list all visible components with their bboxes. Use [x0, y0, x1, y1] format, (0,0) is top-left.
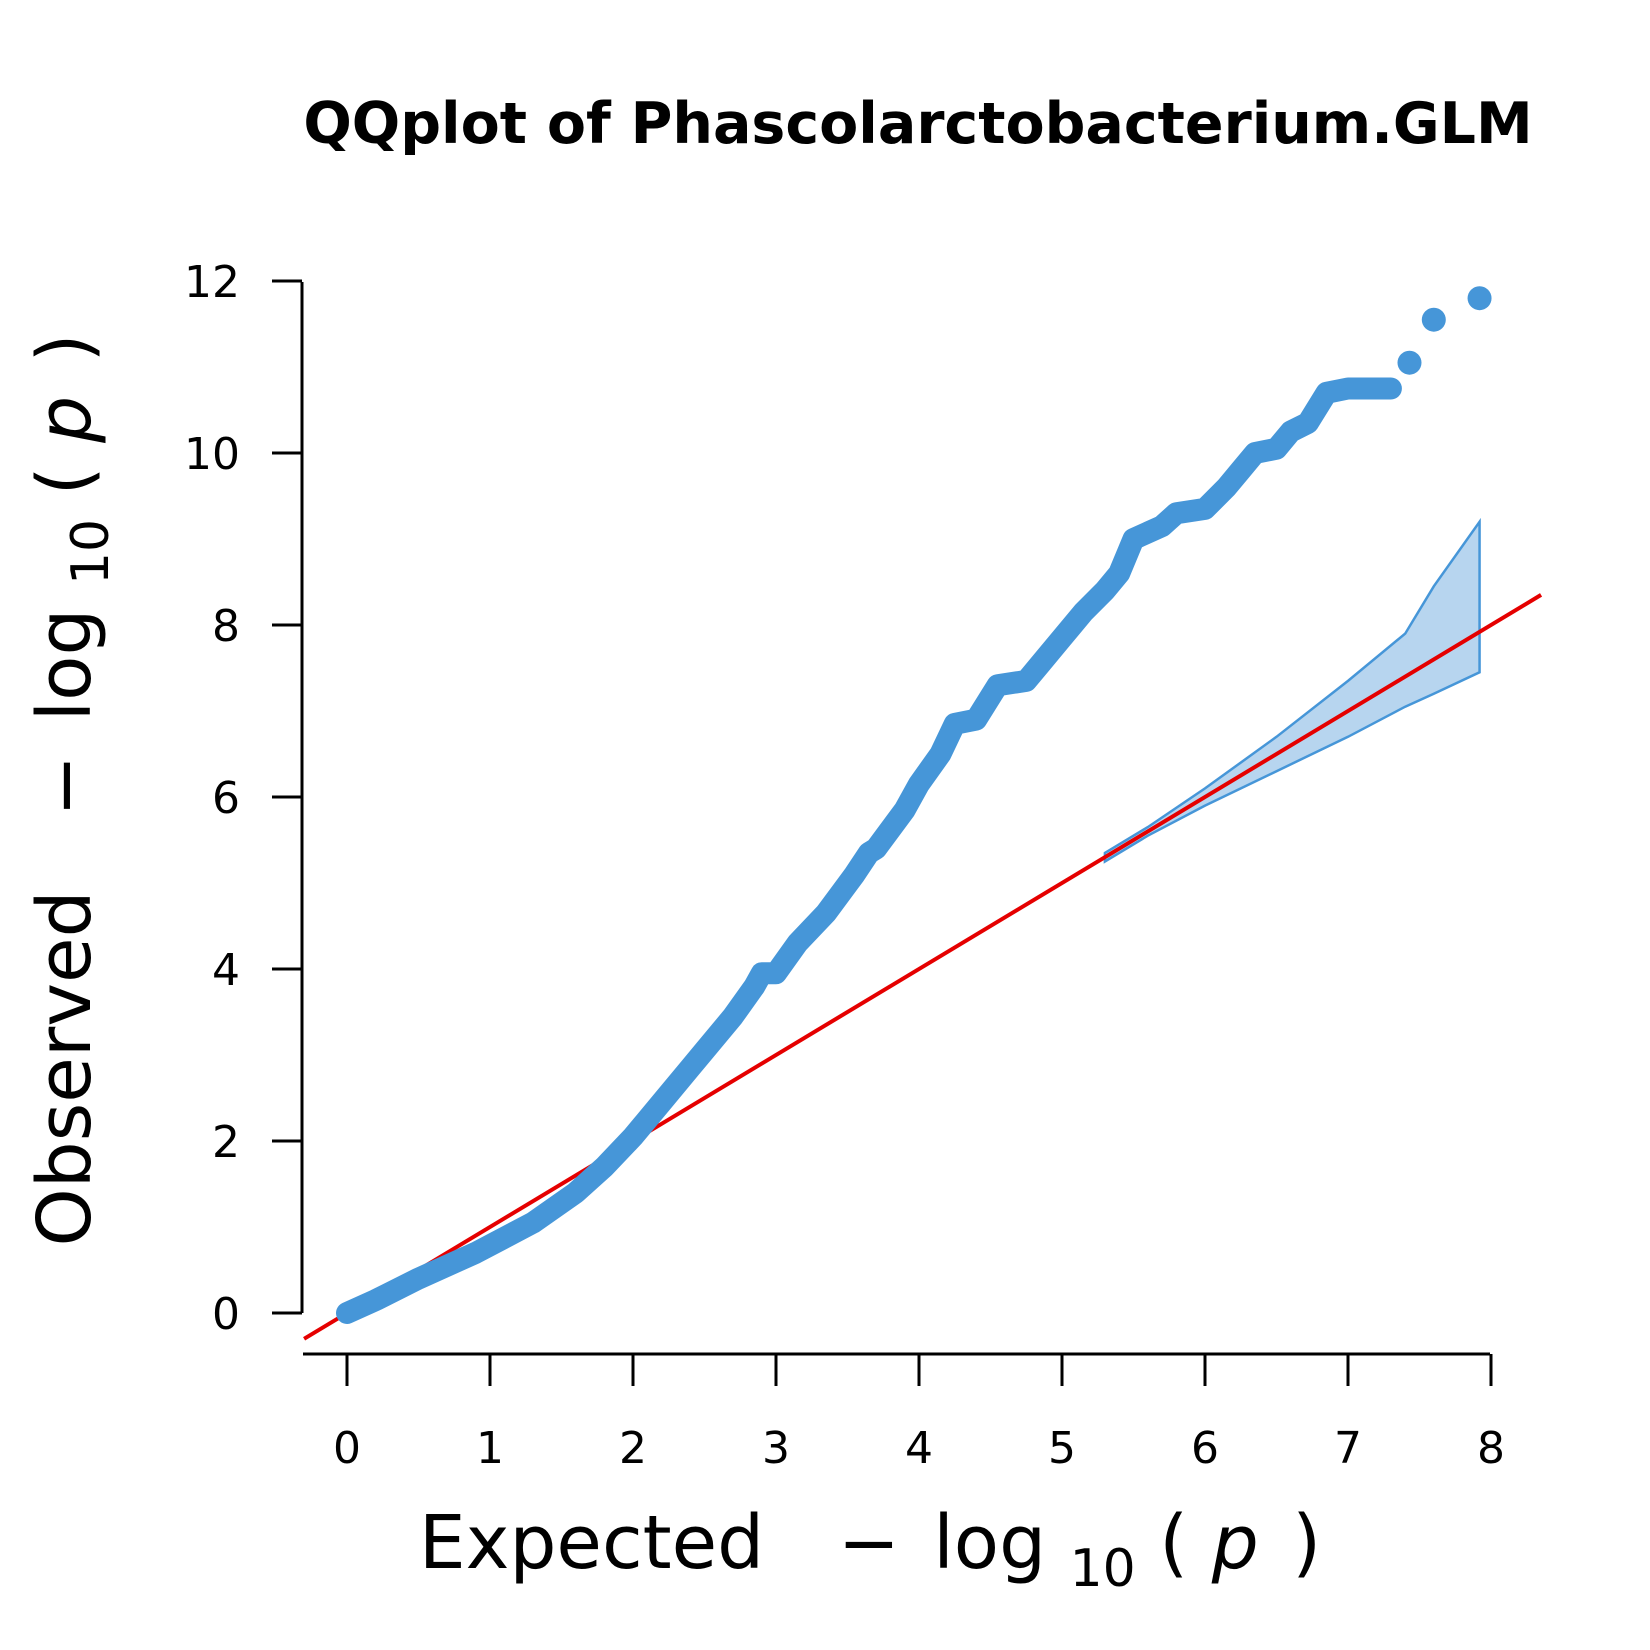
data-point	[1467, 286, 1492, 311]
y-axis-title-minus: −	[22, 755, 108, 817]
x-axis: 0 1 2 3 4 5 6 7 8	[303, 1352, 1505, 1474]
expected-diagonal-line	[303, 593, 1543, 1341]
y-axis-title-p: p	[22, 396, 108, 444]
x-tick-label: 8	[1477, 1423, 1505, 1474]
x-tick-label: 7	[1334, 1423, 1362, 1474]
y-ticks: 0 2 4 6 8 10 12	[184, 257, 302, 1340]
data-point	[1397, 350, 1422, 375]
y-axis-title-log: log	[22, 609, 108, 722]
x-axis-title: Expected − log 10 ( p )	[419, 1500, 1321, 1604]
confidence-band-area	[1103, 517, 1481, 864]
y-axis-title-close-paren: )	[22, 334, 108, 363]
confidence-band	[1103, 517, 1481, 864]
y-axis-title-subscript: 10	[61, 519, 121, 585]
x-axis-title-main: Expected	[419, 1500, 764, 1586]
y-tick-label: 10	[184, 429, 240, 480]
y-axis-title-main: Observed	[22, 890, 108, 1246]
x-tick-label: 5	[1048, 1423, 1076, 1474]
x-ticks: 0 1 2 3 4 5 6 7 8	[333, 1354, 1505, 1474]
x-tick-label: 3	[762, 1423, 790, 1474]
x-axis-title-subscript: 10	[1070, 1539, 1136, 1599]
y-tick-label: 0	[212, 1289, 240, 1340]
x-tick-label: 6	[1191, 1423, 1219, 1474]
x-tick-label: 4	[905, 1423, 933, 1474]
y-axis-title-open-paren: (	[22, 466, 108, 495]
x-axis-title-log: log	[933, 1500, 1046, 1586]
y-axis-title: Observed − log 10 ( p )	[22, 334, 126, 1247]
outlier-points	[1397, 286, 1492, 375]
y-tick-label: 6	[212, 773, 240, 824]
x-axis-title-minus: −	[838, 1500, 900, 1586]
y-tick-label: 8	[212, 601, 240, 652]
x-tick-label: 2	[619, 1423, 647, 1474]
x-tick-label: 0	[333, 1423, 361, 1474]
y-tick-label: 4	[212, 945, 240, 996]
data-point	[1421, 307, 1446, 332]
x-axis-title-open-paren: (	[1159, 1500, 1188, 1586]
y-tick-label: 2	[212, 1117, 240, 1168]
y-tick-label: 12	[184, 257, 240, 308]
y-axis: 0 2 4 6 8 10 12	[184, 257, 304, 1340]
observed-points-curve	[336, 377, 1402, 1324]
x-axis-title-p: p	[1211, 1500, 1259, 1586]
x-axis-title-close-paren: )	[1292, 1500, 1321, 1586]
chart-title: QQplot of Phascolarctobacterium.GLM	[303, 91, 1532, 157]
plot-area	[303, 286, 1543, 1341]
x-tick-label: 1	[476, 1423, 504, 1474]
